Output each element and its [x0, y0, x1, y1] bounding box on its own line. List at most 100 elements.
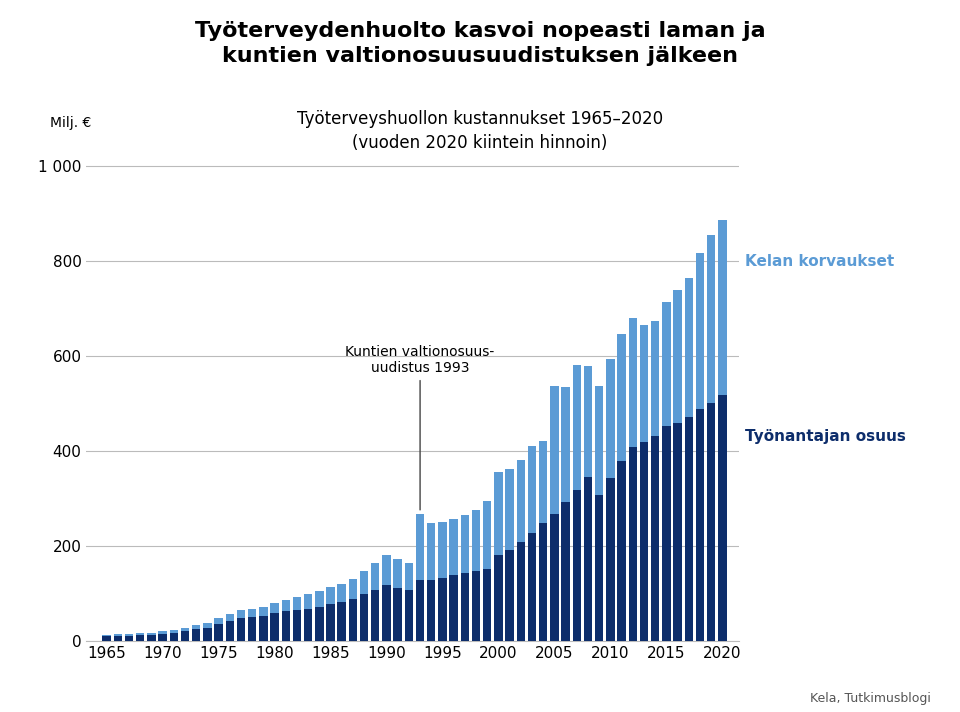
Bar [684, 417, 693, 641]
Bar [103, 634, 110, 636]
Bar [214, 624, 223, 641]
Bar [506, 469, 514, 550]
Bar [136, 635, 144, 641]
Text: Kela, Tutkimusblogi: Kela, Tutkimusblogi [810, 692, 931, 705]
Bar [360, 595, 369, 641]
Bar [136, 633, 144, 635]
Bar [204, 627, 211, 641]
Bar [662, 426, 671, 641]
Bar [461, 515, 469, 573]
Bar [281, 600, 290, 612]
Bar [394, 587, 402, 641]
Bar [237, 618, 245, 641]
Bar [629, 318, 637, 447]
Bar [281, 612, 290, 641]
Bar [204, 623, 211, 627]
Bar [326, 587, 335, 604]
Bar [192, 625, 201, 629]
Bar [684, 278, 693, 417]
Text: Työterveyshuollon kustannukset 1965–2020
(vuoden 2020 kiintein hinnoin): Työterveyshuollon kustannukset 1965–2020… [297, 110, 663, 152]
Bar [662, 302, 671, 426]
Bar [271, 603, 278, 613]
Bar [528, 446, 537, 533]
Bar [461, 573, 469, 641]
Bar [103, 636, 110, 641]
Bar [214, 618, 223, 624]
Bar [573, 490, 581, 641]
Bar [707, 236, 715, 402]
Bar [248, 609, 256, 617]
Bar [180, 628, 189, 632]
Bar [439, 578, 446, 641]
Bar [606, 359, 614, 478]
Bar [483, 569, 492, 641]
Text: Milj. €: Milj. € [51, 116, 92, 130]
Bar [416, 513, 424, 580]
Bar [494, 472, 503, 555]
Bar [439, 522, 446, 578]
Bar [170, 630, 178, 633]
Bar [639, 325, 648, 442]
Bar [673, 424, 682, 641]
Bar [405, 590, 413, 641]
Bar [673, 290, 682, 424]
Bar [516, 542, 525, 641]
Bar [707, 402, 715, 641]
Bar [237, 610, 245, 618]
Bar [472, 510, 480, 570]
Bar [718, 395, 727, 641]
Bar [449, 519, 458, 575]
Text: Kelan korvaukset: Kelan korvaukset [745, 253, 894, 268]
Bar [416, 580, 424, 641]
Bar [360, 572, 369, 595]
Bar [584, 367, 592, 476]
Bar [372, 563, 379, 590]
Bar [651, 436, 660, 641]
Bar [226, 614, 234, 621]
Bar [540, 441, 547, 523]
Bar [348, 599, 357, 641]
Bar [113, 634, 122, 636]
Bar [573, 365, 581, 490]
Bar [147, 633, 156, 634]
Bar [226, 621, 234, 641]
Bar [718, 220, 727, 395]
Bar [550, 513, 559, 641]
Bar [338, 602, 346, 641]
Bar [595, 387, 604, 495]
Bar [248, 617, 256, 641]
Text: Työnantajan osuus: Työnantajan osuus [745, 429, 905, 444]
Bar [584, 476, 592, 641]
Bar [259, 616, 268, 641]
Bar [629, 447, 637, 641]
Bar [293, 597, 301, 610]
Bar [382, 555, 391, 585]
Bar [562, 387, 570, 502]
Bar [326, 604, 335, 641]
Bar [506, 550, 514, 641]
Bar [304, 609, 312, 641]
Bar [372, 590, 379, 641]
Bar [180, 632, 189, 641]
Bar [304, 595, 312, 609]
Bar [259, 607, 268, 616]
Bar [382, 585, 391, 641]
Bar [147, 634, 156, 641]
Bar [595, 495, 604, 641]
Bar [158, 632, 167, 634]
Text: Työterveydenhuolto kasvoi nopeasti laman ja
kuntien valtionosuusuudistuksen jälk: Työterveydenhuolto kasvoi nopeasti laman… [195, 21, 765, 66]
Bar [394, 559, 402, 587]
Bar [113, 636, 122, 641]
Bar [696, 253, 705, 409]
Bar [338, 584, 346, 602]
Bar [315, 592, 324, 607]
Bar [483, 501, 492, 569]
Bar [639, 442, 648, 641]
Bar [516, 461, 525, 542]
Bar [427, 523, 436, 580]
Bar [125, 634, 133, 636]
Bar [562, 502, 570, 641]
Bar [606, 478, 614, 641]
Bar [528, 533, 537, 641]
Bar [540, 523, 547, 641]
